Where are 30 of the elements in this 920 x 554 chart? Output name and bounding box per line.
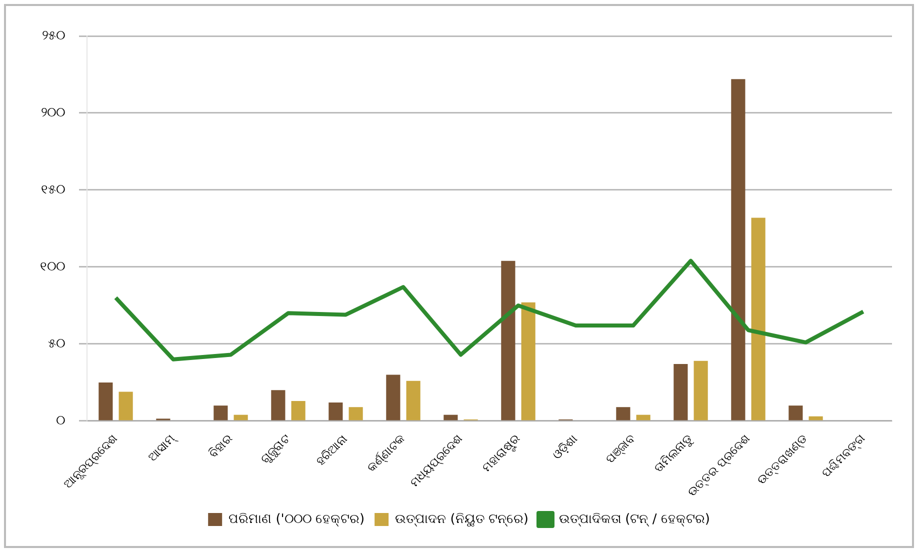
bar <box>636 414 650 420</box>
y-tick-label: ୨୫୦ <box>42 28 65 44</box>
legend-label: ଉତ୍ପାଦନ (ନିୟୁତ ଟନ୍‌ରେ) <box>395 512 528 527</box>
y-tick-label: ୧୫୦ <box>41 182 65 198</box>
bar <box>406 380 420 420</box>
bar <box>501 260 516 420</box>
y-tick-label: ୨୦୦ <box>41 105 65 120</box>
bar <box>788 406 803 420</box>
bar <box>118 392 133 420</box>
bar <box>234 414 248 420</box>
y-tick-label: ୫୦ <box>48 336 65 352</box>
bar <box>751 218 766 420</box>
bar <box>616 407 630 420</box>
bar <box>348 407 363 420</box>
legend-label: ଉତ୍ପାଦିକତା (ଟନ୍ / ହେକ୍ଟର) <box>558 512 710 527</box>
bar <box>444 414 458 420</box>
bar <box>694 360 708 420</box>
y-tick-label: ୧୦୦ <box>40 259 65 274</box>
bar <box>386 374 400 420</box>
bar <box>521 302 536 420</box>
bar <box>98 382 113 420</box>
bar <box>328 402 343 420</box>
bar <box>674 364 688 420</box>
bar <box>731 79 746 420</box>
bar <box>808 416 823 420</box>
bar <box>291 400 306 420</box>
y-tick-label: ୦ <box>56 413 65 428</box>
bar <box>214 406 228 420</box>
bar <box>271 390 286 420</box>
legend-label: ପରିମାଣ ('୦୦୦ ହେକ୍ଟର) <box>228 512 365 527</box>
